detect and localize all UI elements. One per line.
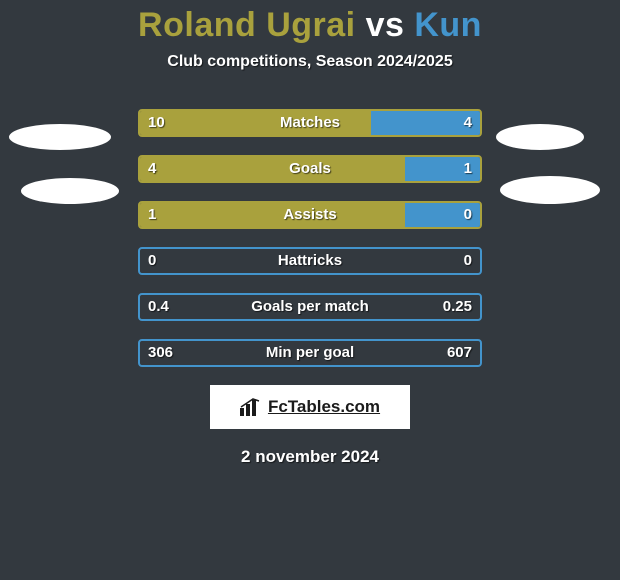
bar-row-min-per-goal: 306 Min per goal 607 xyxy=(138,339,482,367)
bar-row-goals-per-match: 0.4 Goals per match 0.25 xyxy=(138,293,482,321)
bar-fill-left xyxy=(140,111,371,135)
bar-label: Min per goal xyxy=(140,341,480,365)
player1-photo-placeholder-2 xyxy=(21,178,119,204)
footer-date: 2 november 2024 xyxy=(0,447,620,467)
bar-fill-left xyxy=(140,157,405,181)
bar-fill-left xyxy=(140,203,405,227)
bar-label: Hattricks xyxy=(140,249,480,273)
bar-val-left: 0 xyxy=(148,249,156,273)
bar-fill-right xyxy=(405,203,480,227)
bar-val-right: 607 xyxy=(447,341,472,365)
player2-photo-placeholder-1 xyxy=(496,124,584,150)
title-vs: vs xyxy=(366,6,405,44)
title-player1: Roland Ugrai xyxy=(138,6,356,44)
page-title: Roland Ugrai vs Kun xyxy=(0,0,620,45)
bar-fill-right xyxy=(405,157,480,181)
player1-photo-placeholder-1 xyxy=(9,124,111,150)
bar-val-left: 306 xyxy=(148,341,173,365)
bar-chart-icon xyxy=(240,398,262,416)
bar-row-assists: 1 Assists 0 xyxy=(138,201,482,229)
bar-row-hattricks: 0 Hattricks 0 xyxy=(138,247,482,275)
bar-val-left: 0.4 xyxy=(148,295,169,319)
bar-label: Goals per match xyxy=(140,295,480,319)
bar-row-goals: 4 Goals 1 xyxy=(138,155,482,183)
fctables-brand-text: FcTables.com xyxy=(268,397,380,417)
bar-val-right: 0 xyxy=(464,249,472,273)
bar-val-right: 0.25 xyxy=(443,295,472,319)
bar-row-matches: 10 Matches 4 xyxy=(138,109,482,137)
fctables-link[interactable]: FcTables.com xyxy=(210,385,410,429)
bar-fill-right xyxy=(371,111,480,135)
player2-photo-placeholder-2 xyxy=(500,176,600,204)
subtitle: Club competitions, Season 2024/2025 xyxy=(0,53,620,71)
title-player2: Kun xyxy=(414,6,482,44)
